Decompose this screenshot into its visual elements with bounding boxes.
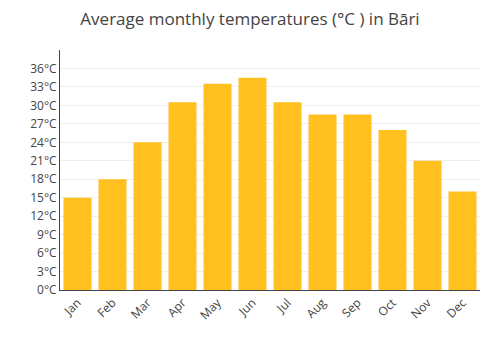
svg-text:Jul: Jul: [272, 294, 294, 316]
svg-text:0°C: 0°C: [37, 281, 57, 298]
svg-text:Nov: Nov: [407, 294, 435, 322]
svg-text:Mar: Mar: [127, 294, 155, 322]
svg-text:Average monthly temperatures (: Average monthly temperatures (°C ) in Bā…: [80, 7, 419, 30]
svg-text:9°C: 9°C: [37, 226, 57, 243]
svg-text:30°C: 30°C: [30, 97, 57, 114]
svg-text:Sep: Sep: [338, 294, 365, 321]
svg-text:24°C: 24°C: [30, 134, 57, 151]
svg-text:33°C: 33°C: [30, 78, 57, 95]
svg-text:Aug: Aug: [302, 294, 330, 322]
svg-text:Dec: Dec: [443, 294, 470, 321]
svg-text:Feb: Feb: [93, 294, 119, 320]
svg-text:27°C: 27°C: [30, 115, 57, 132]
svg-text:Oct: Oct: [374, 294, 400, 320]
svg-text:May: May: [196, 294, 225, 323]
svg-text:36°C: 36°C: [30, 60, 57, 77]
svg-text:12°C: 12°C: [30, 207, 57, 224]
svg-text:Apr: Apr: [164, 294, 190, 320]
svg-text:Jan: Jan: [60, 294, 85, 319]
svg-text:Jun: Jun: [234, 294, 259, 319]
svg-text:21°C: 21°C: [30, 152, 57, 169]
svg-text:15°C: 15°C: [30, 189, 57, 206]
svg-text:3°C: 3°C: [37, 263, 57, 280]
svg-text:6°C: 6°C: [37, 244, 57, 261]
svg-text:18°C: 18°C: [30, 170, 57, 187]
